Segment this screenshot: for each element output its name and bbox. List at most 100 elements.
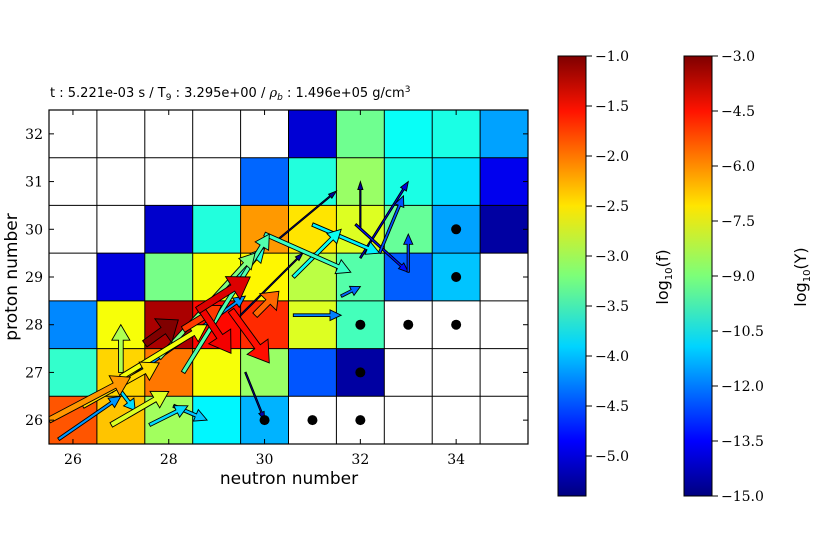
cell-n26-z27: [49, 348, 97, 397]
y-tick-label: 30: [25, 222, 43, 238]
colorbar-Y-label: log10(Y): [791, 247, 813, 306]
colorbar-tick-label: −3.0: [595, 249, 629, 265]
colorbar-tick-label: −10.5: [721, 324, 764, 340]
cell-n31-z28: [288, 300, 337, 349]
flow-arrow-6: [403, 232, 414, 273]
cell-n27-z30: [96, 205, 145, 254]
x-tick-label: 28: [160, 452, 178, 468]
colorbar-tick-label: −2.5: [595, 199, 629, 215]
cell-n26-z30: [49, 205, 97, 254]
flow-arrow-9: [292, 309, 343, 322]
stable-marker-n30-z26: [259, 415, 270, 426]
stable-isotope-markers: [259, 224, 462, 426]
cell-n31-z27: [288, 348, 337, 397]
stable-marker-n32-z27: [355, 367, 366, 378]
cell-n26-z28: [49, 300, 97, 349]
y-tick-label: 32: [25, 127, 43, 143]
flow-arrow-28: [227, 307, 270, 364]
flow-arrow-29: [198, 307, 232, 354]
colorbar-tick-label: −4.5: [595, 399, 629, 415]
colorbar-tick-label: −9.0: [721, 269, 755, 285]
x-tick-label: 26: [64, 452, 82, 468]
cell-n26-z29: [49, 253, 97, 301]
cell-n28-z29: [144, 253, 193, 301]
chart-title: t : 5.221e-03 s / T9 : 3.295e+00 / ρb : …: [50, 85, 410, 103]
y-tick-label: 26: [25, 413, 43, 429]
cell-n34-z27: [432, 348, 481, 397]
flow-arrow-1: [277, 190, 338, 240]
flow-arrow-19: [180, 233, 270, 375]
cell-n27-z29: [96, 253, 145, 301]
stable-marker-n33-z28: [403, 319, 414, 330]
y-axis-label: proton number: [2, 213, 22, 340]
colorbar-tick-label: −12.0: [721, 379, 764, 395]
flow-arrow-13: [118, 389, 136, 412]
cell-n35-z29: [480, 253, 528, 301]
cell-n27-z32: [96, 110, 145, 158]
stable-marker-n34-z30: [451, 224, 462, 235]
colorbar-tick-label: −4.0: [595, 349, 629, 365]
x-axis-label: neutron number: [220, 469, 358, 489]
y-tick-label: 27: [25, 365, 43, 381]
cell-n35-z28: [480, 300, 528, 349]
flow-arrow-10: [57, 395, 122, 442]
cell-n35-z26: [480, 396, 528, 444]
cell-n28-z31: [144, 157, 193, 206]
flow-arrow-14: [148, 405, 189, 427]
cell-n30-z32: [240, 110, 289, 158]
colorbar-Y: [683, 55, 713, 497]
cell-n35-z32: [480, 110, 528, 158]
stable-marker-n34-z29: [451, 272, 462, 282]
cell-n29-z31: [192, 157, 241, 206]
cell-n33-z26: [384, 396, 433, 444]
flow-arrow-8: [339, 285, 362, 298]
cell-n28-z32: [144, 110, 193, 158]
colorbar-Y-ticks: −3.0 −4.5 −6.0 −7.5 −9.0 −10.5 −12.0 −13.5 −15.0: [712, 49, 764, 505]
colorbar-tick-label: −1.0: [595, 49, 629, 65]
flow-arrow-16: [291, 228, 342, 279]
colorbar-f: [557, 55, 587, 497]
y-tick-label: 28: [25, 318, 43, 334]
cell-n30-z31: [240, 157, 289, 206]
colorbar-tick-label: −6.0: [721, 159, 755, 175]
colorbar-tick-label: −2.0: [595, 149, 629, 165]
cell-n29-z27: [192, 348, 241, 397]
colorbar-tick-label: −7.5: [721, 214, 755, 230]
colorbar-tick-label: −1.5: [595, 99, 629, 115]
colorbar-tick-label: −15.0: [721, 489, 764, 505]
colorbar-tick-label: −5.0: [595, 449, 629, 465]
stable-marker-n32-z26: [355, 415, 366, 426]
colorbar-f-ticks: −1.0 −1.5 −2.0 −2.5 −3.0 −3.5 −4.0 −4.5 −5.0: [586, 49, 629, 465]
abundance-cells: [49, 110, 528, 444]
cell-n35-z31: [480, 157, 528, 206]
x-ticks: 26 28 30 32 34: [64, 110, 465, 468]
colorbar-tick-label: −3.0: [721, 49, 755, 65]
flow-arrow-15: [311, 222, 381, 255]
x-tick-label: 32: [351, 452, 369, 468]
cell-n26-z32: [49, 110, 97, 158]
y-tick-label: 31: [25, 175, 43, 191]
cell-n26-z31: [49, 157, 97, 206]
colorbar-tick-label: −3.5: [595, 299, 629, 315]
cell-gridlines: [49, 110, 528, 444]
flow-arrow-30: [194, 276, 251, 315]
cell-n31-z32: [288, 110, 337, 158]
cell-n34-z26: [432, 396, 481, 444]
colorbar-f-label: log10(f): [653, 249, 675, 304]
x-tick-label: 30: [256, 452, 274, 468]
flow-arrow-2: [239, 252, 304, 317]
flow-arrow-31: [141, 318, 179, 348]
colorbar-tick-label: −13.5: [721, 434, 764, 450]
cell-n35-z27: [480, 348, 528, 397]
cell-n34-z32: [432, 110, 481, 158]
flow-arrow-21: [111, 323, 131, 373]
cell-n32-z32: [336, 110, 385, 158]
x-tick-label: 34: [447, 452, 465, 468]
flow-arrow-18: [263, 231, 352, 275]
cell-n28-z30: [144, 205, 193, 254]
flow-arrow-0: [357, 180, 364, 230]
cell-n29-z32: [192, 110, 241, 158]
stable-marker-n32-z28: [355, 319, 366, 330]
